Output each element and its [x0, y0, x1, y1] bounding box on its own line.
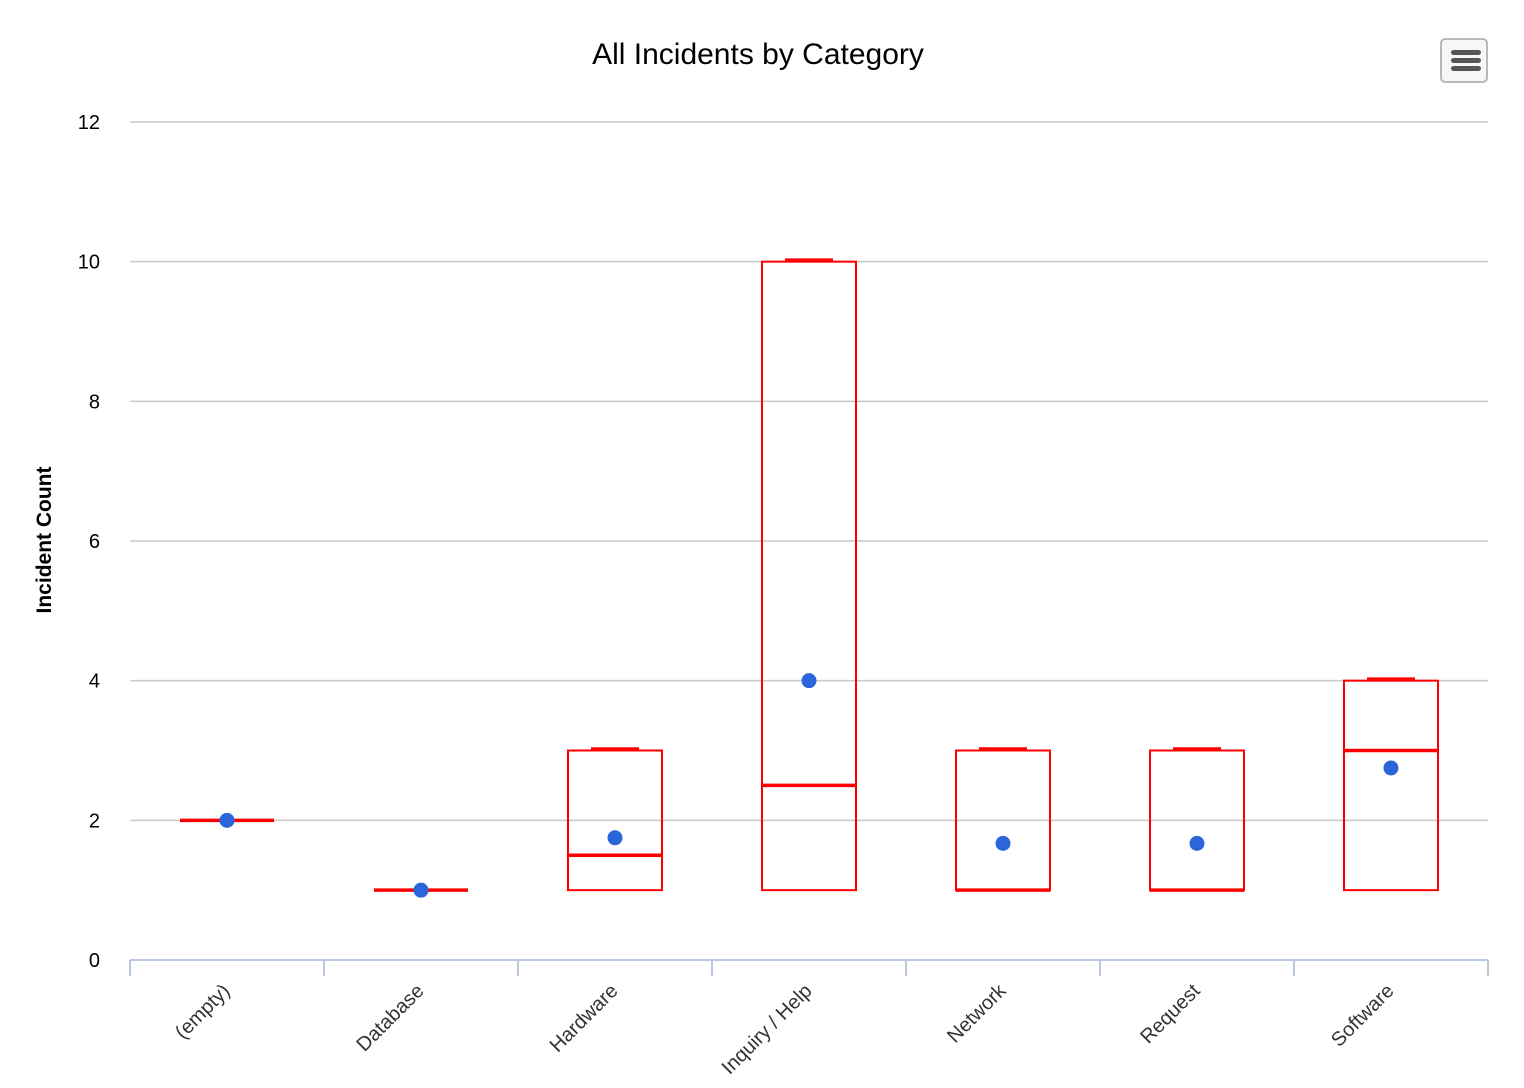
box-body: [761, 260, 857, 892]
hamburger-menu-icon-bar: [1451, 66, 1481, 71]
y-tick-label: 12: [78, 112, 100, 134]
mean-point: [801, 673, 817, 689]
mean-point: [607, 830, 623, 846]
y-tick-label: 0: [89, 950, 100, 972]
chart-menu-button[interactable]: [1440, 38, 1488, 83]
x-category-label: Software: [1327, 980, 1398, 1051]
y-tick-label: 8: [89, 391, 100, 413]
hamburger-menu-icon: [1451, 50, 1481, 55]
x-category-label: Hardware: [546, 980, 623, 1057]
x-category-label: Network: [943, 979, 1011, 1047]
mean-point: [995, 835, 1011, 851]
box-body: [1343, 679, 1439, 892]
y-tick-label: 2: [89, 810, 100, 832]
mean-point: [1189, 835, 1205, 851]
y-tick-label: 10: [78, 252, 100, 274]
box-body: [567, 749, 663, 892]
mean-point: [1383, 760, 1399, 776]
x-category-label: (empty): [171, 980, 234, 1043]
x-category-label: Request: [1136, 980, 1205, 1049]
axes: [129, 959, 1489, 976]
x-category-label: Inquiry / Help: [718, 980, 817, 1079]
x-category-label: Database: [352, 980, 428, 1056]
mean-point: [413, 882, 429, 898]
y-tick-label: 4: [89, 671, 100, 693]
mean-point: [219, 812, 235, 828]
labels: 0 2 4 6 8 10 12 (empty) Database Hardware Inquiry …: [78, 112, 1399, 1079]
y-tick-label: 6: [89, 531, 100, 553]
gridlines: [130, 121, 1488, 822]
hamburger-menu-icon-bar: [1451, 58, 1481, 63]
chart-title: All Incidents by Category: [592, 38, 924, 71]
boxes: [180, 258, 1439, 898]
y-axis-title: Incident Count: [33, 467, 56, 614]
